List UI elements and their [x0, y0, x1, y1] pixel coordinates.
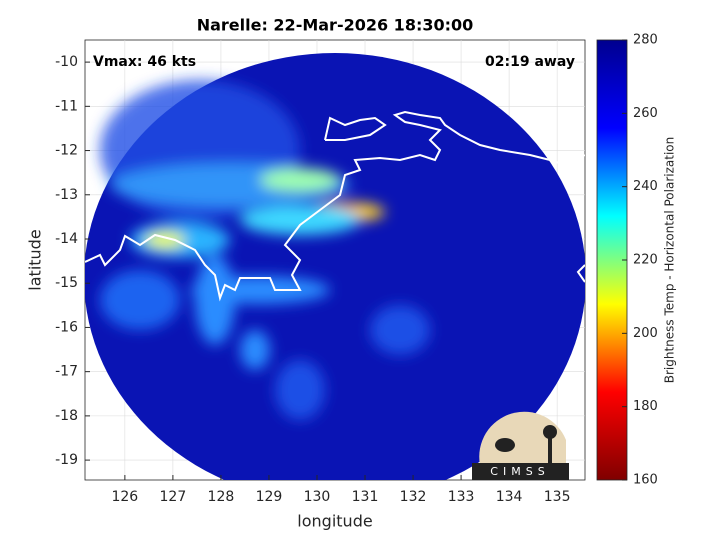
x-tick-label: 130 — [304, 489, 331, 505]
y-tick-label: -19 — [55, 452, 78, 468]
chart-title: Narelle: 22-Mar-2026 18:30:00 — [197, 16, 474, 35]
y-tick-label: -13 — [55, 187, 78, 203]
imagery-features — [100, 80, 430, 420]
colorbar-tick-label: 160 — [633, 473, 658, 488]
x-tick-label: 135 — [544, 489, 571, 505]
x-tick-label: 133 — [448, 489, 475, 505]
colorbar-tick-label: 280 — [633, 33, 658, 48]
x-axis-label: longitude — [297, 512, 372, 531]
y-tick-label: -16 — [55, 319, 78, 335]
y-tick-label: -11 — [55, 98, 78, 114]
x-tick-label: 126 — [111, 489, 138, 505]
y-tick-label: -10 — [55, 54, 78, 70]
coastline — [85, 110, 585, 302]
colorbar-tick-label: 220 — [633, 253, 658, 268]
annotation: 02:19 away — [485, 54, 575, 70]
y-tick-label: -12 — [55, 143, 78, 159]
y-tick-label: -17 — [55, 364, 78, 380]
x-tick-label: 134 — [496, 489, 523, 505]
y-tick-label: -15 — [55, 275, 78, 291]
colorbar-tick-label: 180 — [633, 399, 658, 414]
x-tick-label: 131 — [352, 489, 379, 505]
x-tick-label: 129 — [256, 489, 283, 505]
y-tick-label: -18 — [55, 408, 78, 424]
imagery — [85, 53, 585, 480]
logo: CIMSS — [472, 411, 569, 480]
colorbar-tick-label: 240 — [633, 179, 658, 194]
y-axis-label: latitude — [26, 229, 45, 290]
colorbar-tick-label: 200 — [633, 326, 658, 341]
annotation: Vmax: 46 kts — [93, 54, 196, 70]
x-tick-label: 127 — [160, 489, 187, 505]
x-tick-label: 132 — [400, 489, 427, 505]
y-tick-label: -14 — [55, 231, 78, 247]
colorbar-tick-label: 260 — [633, 106, 658, 121]
logo-text: CIMSS — [490, 465, 549, 478]
colorbar-label: Brightness Temp - Horizontal Polarizatio… — [663, 137, 677, 384]
axes: 126 127 128 129 130 131 132 133 134 135 -10 -11 -12 -… — [55, 54, 570, 505]
x-tick-label: 128 — [208, 489, 235, 505]
